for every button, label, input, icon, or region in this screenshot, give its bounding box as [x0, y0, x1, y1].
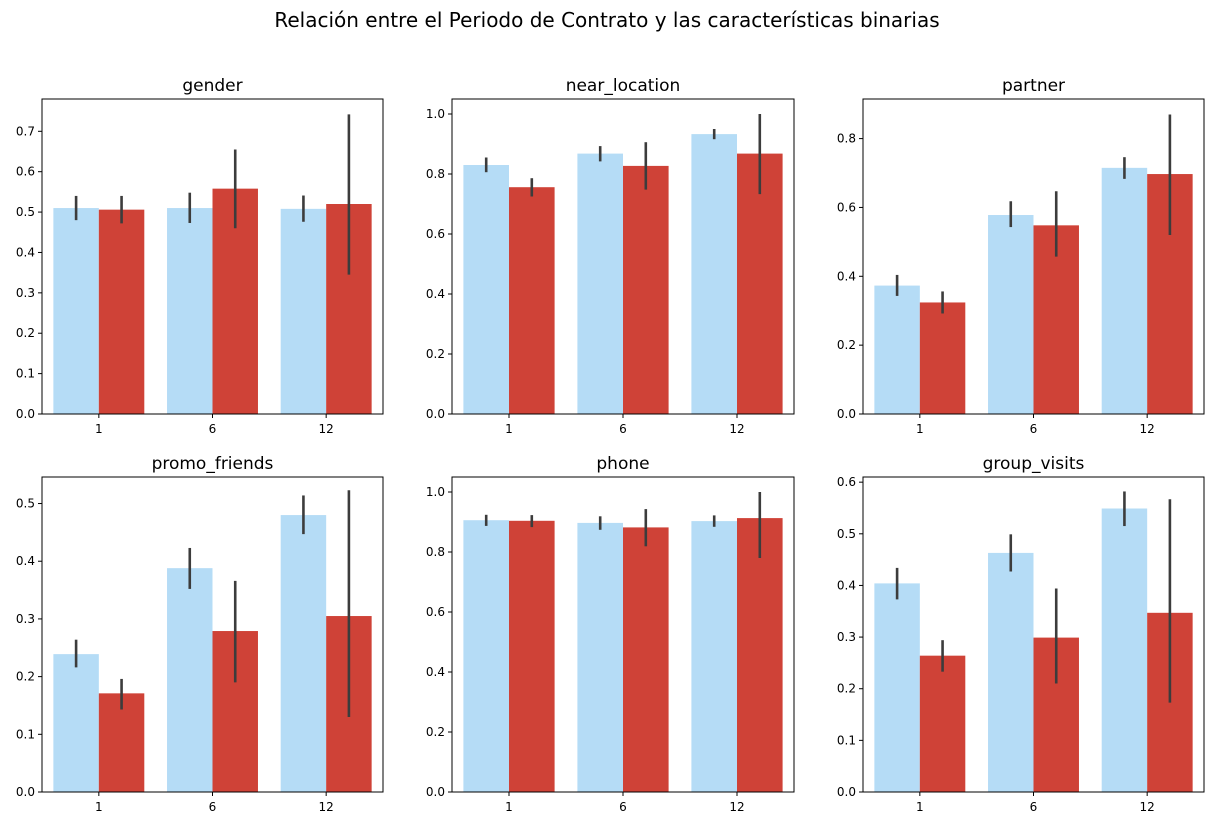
xtick-label-near_location-1: 1: [505, 422, 513, 436]
bar-near_location-s1-6: [623, 165, 669, 414]
xtick-label-partner-1: 1: [916, 422, 924, 436]
xtick-label-group_visits-1: 1: [916, 800, 924, 814]
xtick-label-partner-12: 12: [1140, 422, 1155, 436]
bar-phone-s1-12: [737, 518, 783, 792]
ytick-label-phone-1: 0.2: [426, 725, 445, 739]
ytick-label-gender-2: 0.2: [16, 326, 35, 340]
bar-phone-s1-1: [509, 520, 555, 792]
bar-promo_friends-s0-1: [53, 654, 99, 792]
xtick-label-promo_friends-1: 1: [95, 800, 103, 814]
bar-group_visits-s0-1: [874, 583, 920, 792]
ytick-label-near_location-1: 0.2: [426, 347, 445, 361]
bar-gender-s0-1: [53, 208, 99, 414]
xtick-label-phone-1: 1: [505, 800, 513, 814]
bar-promo_friends-s1-1: [98, 693, 145, 792]
subplot-title-gender: gender: [182, 76, 242, 96]
bar-near_location-s1-12: [737, 153, 783, 414]
ytick-label-gender-3: 0.3: [16, 286, 35, 300]
bar-partner-s0-1: [874, 285, 920, 414]
bar-near_location-s0-1: [463, 165, 509, 414]
bar-gender-s0-6: [167, 208, 213, 414]
ytick-label-group_visits-2: 0.2: [837, 682, 856, 696]
ytick-label-promo_friends-5: 0.5: [16, 497, 35, 511]
ytick-label-group_visits-5: 0.5: [837, 527, 856, 541]
subplot-title-partner: partner: [1002, 76, 1065, 96]
ytick-label-group_visits-0: 0.0: [837, 785, 856, 799]
bar-phone-s1-6: [623, 527, 669, 792]
subplot-title-phone: phone: [596, 454, 649, 474]
subplot-title-group_visits: group_visits: [983, 454, 1085, 474]
ytick-label-promo_friends-1: 0.1: [16, 727, 35, 741]
xtick-label-gender-12: 12: [319, 422, 334, 436]
ytick-label-gender-0: 0.0: [16, 407, 35, 421]
ytick-label-promo_friends-3: 0.3: [16, 612, 35, 626]
xtick-label-partner-6: 6: [1030, 422, 1038, 436]
bar-promo_friends-s0-6: [167, 568, 213, 792]
figure-suptitle: Relación entre el Periodo de Contrato y …: [274, 8, 940, 32]
ytick-label-group_visits-1: 0.1: [837, 733, 856, 747]
ytick-label-gender-1: 0.1: [16, 367, 35, 381]
subplot-phone: 0.0 0.2 0.4 0.6 0.8 1.0 1 6 12 phone: [426, 454, 795, 814]
xtick-label-promo_friends-12: 12: [319, 800, 334, 814]
bar-phone-s0-6: [577, 522, 623, 792]
ytick-label-gender-4: 0.4: [16, 245, 35, 259]
ytick-label-near_location-4: 0.8: [426, 167, 445, 181]
xtick-label-promo_friends-6: 6: [209, 800, 217, 814]
subplot-gender: 0.0 0.1 0.2 0.3 0.4 0.5 0.6 0.7 1 6 12 gender: [16, 76, 384, 436]
ytick-label-near_location-0: 0.0: [426, 407, 445, 421]
ytick-label-partner-2: 0.4: [837, 269, 856, 283]
bar-group_visits-s0-12: [1101, 508, 1148, 792]
xtick-label-group_visits-6: 6: [1030, 800, 1038, 814]
ytick-label-group_visits-3: 0.3: [837, 630, 856, 644]
ytick-label-group_visits-4: 0.4: [837, 578, 856, 592]
bar-partner-s1-1: [919, 302, 966, 414]
xtick-label-group_visits-12: 12: [1140, 800, 1155, 814]
ytick-label-phone-2: 0.4: [426, 665, 445, 679]
xtick-label-phone-6: 6: [619, 800, 627, 814]
ytick-label-partner-4: 0.8: [837, 132, 856, 146]
xtick-label-gender-1: 1: [95, 422, 103, 436]
bar-gender-s1-1: [98, 209, 145, 414]
bar-partner-s0-6: [988, 215, 1034, 414]
xtick-label-near_location-6: 6: [619, 422, 627, 436]
ytick-label-near_location-5: 1.0: [426, 107, 445, 121]
bar-gender-s0-12: [280, 208, 327, 414]
subplot-near_location: 0.0 0.2 0.4 0.6 0.8 1.0 1 6 12 near_location: [426, 76, 795, 436]
ytick-label-phone-0: 0.0: [426, 785, 445, 799]
ytick-label-promo_friends-0: 0.0: [16, 785, 35, 799]
subplot-promo_friends: 0.0 0.1 0.2 0.3 0.4 0.5 1 6 12 promo_friends: [16, 454, 384, 814]
bar-phone-s0-12: [691, 521, 737, 792]
ytick-label-partner-1: 0.2: [837, 338, 856, 352]
bar-partner-s0-12: [1101, 167, 1148, 414]
ytick-label-near_location-3: 0.6: [426, 227, 445, 241]
bar-near_location-s0-12: [691, 134, 737, 414]
xtick-label-gender-6: 6: [209, 422, 217, 436]
ytick-label-phone-5: 1.0: [426, 485, 445, 499]
bar-near_location-s1-1: [509, 187, 555, 414]
bar-group_visits-s0-6: [988, 552, 1034, 792]
subplot-title-near_location: near_location: [566, 76, 681, 96]
xtick-label-near_location-12: 12: [729, 422, 744, 436]
ytick-label-near_location-2: 0.4: [426, 287, 445, 301]
subplot-group_visits: 0.0 0.1 0.2 0.3 0.4 0.5 0.6 1 6 12 group_visits: [837, 454, 1205, 814]
ytick-label-partner-0: 0.0: [837, 407, 856, 421]
bar-group_visits-s1-1: [919, 655, 966, 792]
ytick-label-phone-4: 0.8: [426, 545, 445, 559]
ytick-label-promo_friends-4: 0.4: [16, 554, 35, 568]
xtick-label-phone-12: 12: [729, 800, 744, 814]
bar-near_location-s0-6: [577, 153, 623, 414]
subplot-partner: 0.0 0.2 0.4 0.6 0.8 1 6 12 partner: [837, 76, 1205, 436]
ytick-label-group_visits-6: 0.6: [837, 475, 856, 489]
subplot-title-promo_friends: promo_friends: [152, 454, 274, 474]
ytick-label-partner-3: 0.6: [837, 200, 856, 214]
ytick-label-promo_friends-2: 0.2: [16, 670, 35, 684]
bar-phone-s0-1: [463, 520, 509, 792]
ytick-label-gender-7: 0.7: [16, 124, 35, 138]
bar-partner-s1-6: [1033, 225, 1079, 414]
ytick-label-phone-3: 0.6: [426, 605, 445, 619]
bar-promo_friends-s0-12: [280, 515, 327, 792]
ytick-label-gender-6: 0.6: [16, 165, 35, 179]
ytick-label-gender-5: 0.5: [16, 205, 35, 219]
